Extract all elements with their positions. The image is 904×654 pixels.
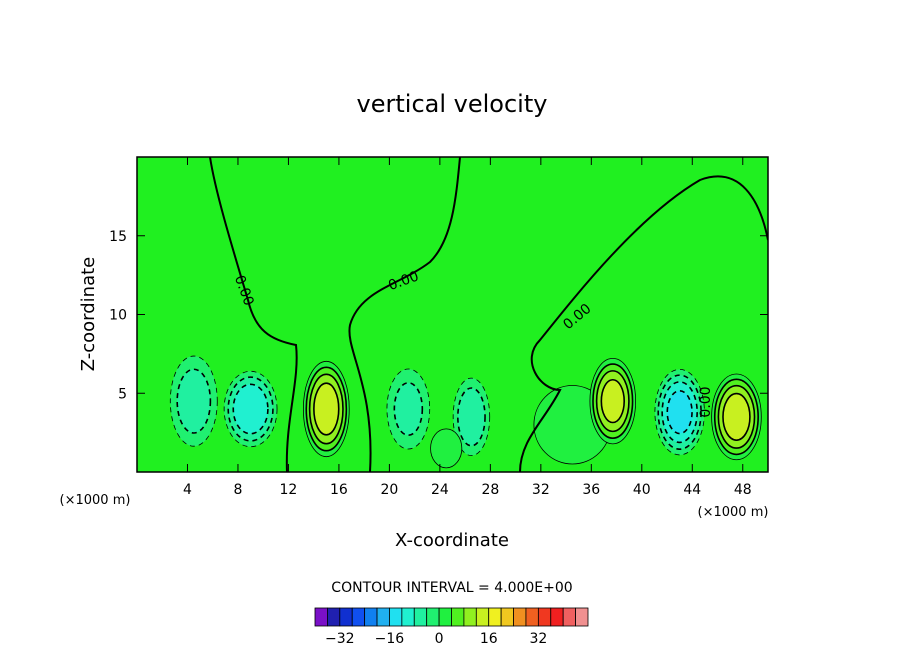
chart-title: vertical velocity (357, 90, 548, 118)
colorbar-tick-label: 16 (480, 631, 498, 647)
y-tick-label: 15 (109, 229, 127, 245)
x-tick-label: 12 (280, 482, 298, 498)
x-unit-right: (×1000 m) (698, 505, 769, 520)
x-tick-label: 8 (233, 482, 242, 498)
y-axis-ticks: 5 10 15 (109, 229, 768, 402)
contour-cell-4-level-2 (457, 387, 486, 447)
x-tick-label: 36 (582, 482, 600, 498)
colorbar-swatch (351, 607, 366, 627)
colorbar-tick-label: 0 (435, 631, 444, 647)
zero-contour-right (519, 175, 768, 472)
x-unit-left: (×1000 m) (60, 493, 131, 508)
x-tick-label: 48 (734, 482, 752, 498)
colorbar-swatch (500, 607, 514, 627)
colorbar-swatch (488, 607, 502, 627)
colorbar-swatch (401, 607, 415, 627)
colorbar-swatch (327, 607, 341, 627)
colorbar-swatch (575, 607, 589, 627)
contour-cell-7-level-4 (666, 389, 693, 435)
y-axis-label: Z-coordinate (78, 257, 99, 372)
contour-cell-2-level-4 (313, 382, 340, 436)
x-tick-label: 20 (380, 482, 398, 498)
colorbar: −32 −16 0 16 32 (314, 607, 589, 647)
colorbar-swatch (426, 607, 440, 627)
x-axis-ticks: 4 8 12 16 20 24 28 32 36 40 44 48 (183, 157, 752, 498)
contour-cell-6-level-4 (600, 378, 625, 424)
colorbar-tick-label: 32 (529, 631, 547, 647)
x-tick-label: 16 (330, 482, 348, 498)
colorbar-tick-label: −16 (375, 631, 405, 647)
contour-cell-8-level-4 (722, 392, 751, 441)
colorbar-swatch (451, 607, 465, 627)
colorbar-swatch (413, 607, 428, 627)
contour-cell-3-level-2 (393, 382, 424, 436)
contour-cell-9-level-1 (430, 428, 463, 469)
y-tick-label: 10 (109, 308, 127, 324)
colorbar-swatch (562, 607, 576, 627)
y-tick-label: 5 (118, 386, 127, 402)
x-tick-label: 24 (431, 482, 449, 498)
x-tick-label: 32 (532, 482, 550, 498)
contour-field (169, 355, 762, 469)
colorbar-swatch (438, 607, 452, 627)
contour-interval: CONTOUR INTERVAL = 4.000E+00 (331, 580, 572, 596)
zero-contour-upper-left (209, 157, 298, 472)
x-tick-label: 28 (481, 482, 499, 498)
x-axis-label: X-coordinate (395, 530, 509, 551)
x-tick-label: 4 (183, 482, 192, 498)
colorbar-swatch (364, 607, 378, 627)
colorbar-swatch (537, 607, 552, 627)
colorbar-tick-label: −32 (325, 631, 355, 647)
contour-label-lower-right: 0.00 (698, 386, 714, 417)
contour-cell-0-level-2 (176, 368, 212, 434)
colorbar-swatch (376, 607, 390, 627)
colorbar-swatch (525, 607, 539, 627)
colorbar-swatch (550, 607, 564, 627)
colorbar-swatch (513, 607, 527, 627)
colorbar-swatch (389, 607, 403, 627)
colorbar-swatch (314, 607, 328, 627)
colorbar-swatch (339, 607, 353, 627)
contour-cell-1-level-3 (232, 383, 269, 435)
zero-contour-center-left (348, 157, 461, 472)
colorbar-swatch (463, 607, 477, 627)
zero-contour-lines (209, 157, 768, 472)
colorbar-swatch (475, 607, 490, 627)
x-tick-label: 44 (683, 482, 701, 498)
x-tick-label: 40 (633, 482, 651, 498)
